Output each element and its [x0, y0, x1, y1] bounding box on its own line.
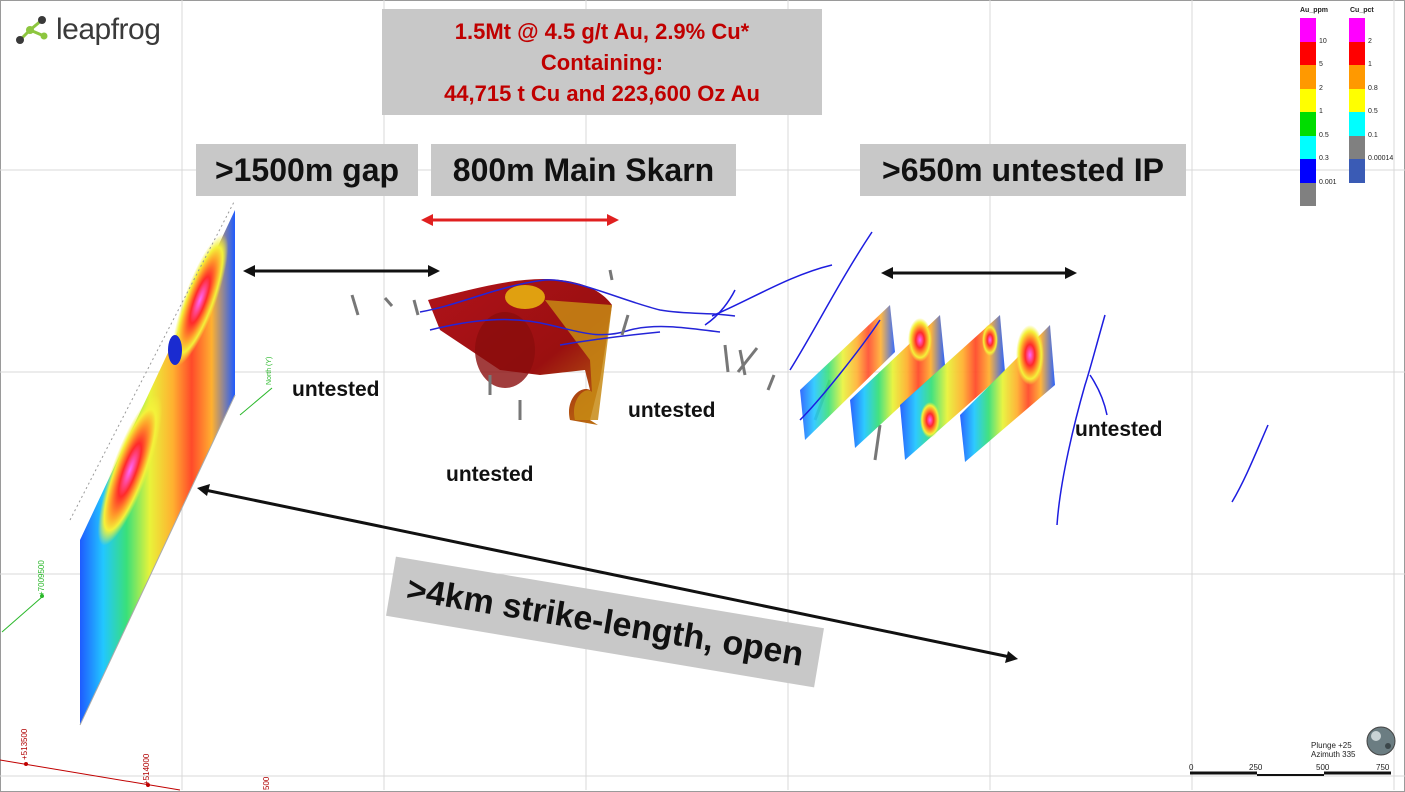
legend-value: 0.5: [1319, 131, 1329, 139]
resource-line-3: 44,715 t Cu and 223,600 Oz Au: [444, 80, 760, 106]
legend-swatch: [1300, 88, 1316, 112]
easting-label-1: +513500: [20, 728, 29, 760]
legend-swatch: [1300, 182, 1316, 206]
legend-swatch: [1300, 65, 1316, 89]
resource-line-1: 1.5Mt @ 4.5 g/t Au, 2.9% Cu*: [454, 18, 750, 44]
axis-markers: [0, 387, 273, 791]
drill-holes: [350, 269, 882, 461]
leapfrog-logo: leapfrog: [14, 12, 161, 48]
legend-value: 0.1: [1368, 131, 1378, 139]
northing-label: +7009500: [37, 560, 46, 596]
scale-tick-500: 500: [1316, 763, 1330, 772]
ip-sections-east: [800, 305, 1055, 462]
north-axis-label: North (Y): [266, 356, 273, 385]
legend-swatch: [1300, 18, 1316, 42]
resource-line-2: Containing:: [540, 49, 664, 75]
legend-swatch: [1349, 88, 1365, 112]
legend-swatch: [1300, 159, 1316, 183]
legend-value: 0.00014: [1368, 155, 1394, 162]
legend-value: 5: [1319, 61, 1323, 68]
resource-statement-box: 1.5Mt @ 4.5 g/t Au, 2.9% Cu* Containing:…: [382, 9, 822, 115]
legend-value: 0.8: [1368, 84, 1378, 92]
untested-label-3: untested: [446, 463, 534, 486]
untested-ip-label: >650m untested IP: [860, 144, 1186, 196]
legend-value: 0.3: [1319, 155, 1329, 162]
legend-swatch: [1349, 159, 1365, 183]
azimuth-readout: Azimuth 335: [1311, 750, 1356, 759]
legend-swatch: [1349, 112, 1365, 136]
legend-value: 0.001: [1319, 178, 1337, 186]
scale-tick-0: 0: [1189, 763, 1194, 772]
legend-value: 2: [1319, 84, 1323, 92]
legend-swatch: [1349, 65, 1365, 89]
scale-bar: [1190, 771, 1391, 776]
leapfrog-molecule-icon: [16, 16, 48, 44]
untested-label-4: untested: [1075, 418, 1163, 441]
legend-swatch: [1349, 135, 1365, 159]
gap-label: >1500m gap: [196, 144, 418, 196]
legend-cu-title: Cu_pct: [1350, 7, 1374, 14]
legend-swatch: [1300, 135, 1316, 159]
scale-tick-250: 250: [1249, 763, 1263, 772]
logo-text: leapfrog: [56, 13, 161, 46]
main-skarn-body: [419, 279, 736, 425]
easting-label-2: +514000: [142, 753, 151, 785]
plunge-readout: Plunge +25: [1311, 741, 1352, 750]
legend-value: 1: [1368, 61, 1372, 68]
scale-tick-750: 750: [1376, 763, 1390, 772]
legend-value: 1: [1319, 108, 1323, 115]
arrows: [197, 214, 1077, 663]
legend-value: 0.5: [1368, 108, 1378, 115]
legend-swatch: [1349, 18, 1365, 42]
easting-label-3: 500: [262, 776, 271, 790]
legend-au-title: Au_ppm: [1300, 7, 1328, 14]
structure-traces: [704, 231, 1269, 526]
legend-swatch: [1349, 41, 1365, 65]
legend-value: 2: [1368, 37, 1372, 45]
legend-swatch: [1300, 41, 1316, 65]
main-skarn-label: 800m Main Skarn: [431, 144, 736, 196]
ip-section-west: [69, 199, 236, 726]
orientation-globe-icon: [1366, 726, 1396, 756]
untested-label-2: untested: [628, 399, 716, 422]
untested-label-1: untested: [292, 378, 380, 401]
legend-swatch: [1300, 112, 1316, 136]
legend-value: 10: [1319, 37, 1327, 45]
